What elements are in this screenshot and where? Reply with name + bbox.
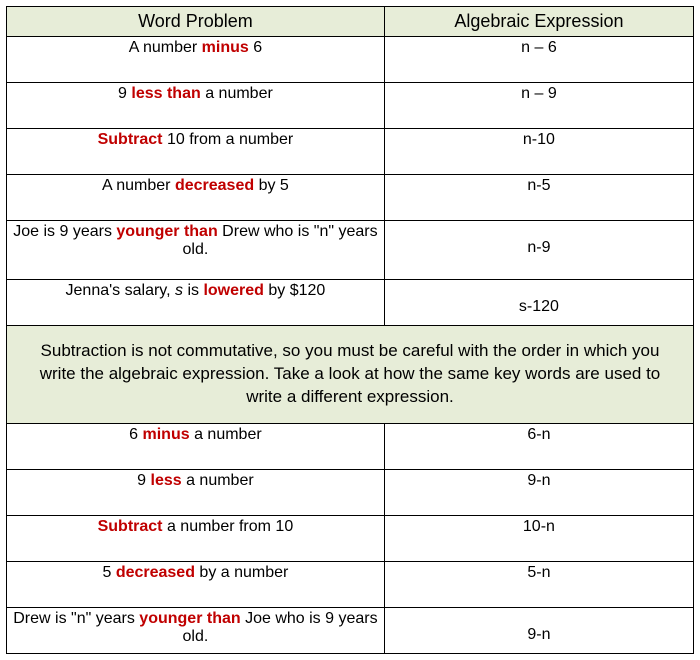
expression-cell: n – 9: [384, 83, 693, 129]
table-row: 9 less than a number n – 9: [7, 83, 694, 129]
table-row: Subtract 10 from a number n-10: [7, 129, 694, 175]
problem-cell: Subtract a number from 10: [7, 515, 385, 561]
expression-cell: 9-n: [384, 469, 693, 515]
table-row: Subtract a number from 10 10-n: [7, 515, 694, 561]
keyword: Subtract: [98, 518, 163, 535]
table-row: 5 decreased by a number 5-n: [7, 561, 694, 607]
problem-cell: Drew is "n" years younger than Joe who i…: [7, 607, 385, 653]
expression-cell: n-5: [384, 175, 693, 221]
expression-cell: n – 6: [384, 37, 693, 83]
header-word-problem: Word Problem: [7, 7, 385, 37]
problem-cell: 5 decreased by a number: [7, 561, 385, 607]
problem-cell: Jenna's salary, s is lowered by $120: [7, 280, 385, 326]
table-row: 9 less a number 9-n: [7, 469, 694, 515]
keyword: Subtract: [98, 131, 163, 148]
table-row: A number decreased by 5 n-5: [7, 175, 694, 221]
keyword: younger than: [139, 610, 240, 627]
problem-cell: A number decreased by 5: [7, 175, 385, 221]
table-row: Jenna's salary, s is lowered by $120 s-1…: [7, 280, 694, 326]
table-row: Drew is "n" years younger than Joe who i…: [7, 607, 694, 653]
expression-cell: n-10: [384, 129, 693, 175]
expression-cell: s-120: [384, 280, 693, 326]
keyword: lowered: [203, 282, 263, 299]
algebra-table: Word Problem Algebraic Expression A numb…: [6, 6, 694, 654]
expression-cell: 9-n: [384, 607, 693, 653]
header-row: Word Problem Algebraic Expression: [7, 7, 694, 37]
problem-cell: 9 less than a number: [7, 83, 385, 129]
keyword: younger than: [116, 223, 217, 240]
problem-cell: A number minus 6: [7, 37, 385, 83]
expression-cell: 5-n: [384, 561, 693, 607]
expression-cell: 6-n: [384, 423, 693, 469]
table-row: 6 minus a number 6-n: [7, 423, 694, 469]
expression-cell: n-9: [384, 221, 693, 280]
header-expression: Algebraic Expression: [384, 7, 693, 37]
problem-cell: 6 minus a number: [7, 423, 385, 469]
expression-cell: 10-n: [384, 515, 693, 561]
note-cell: Subtraction is not commutative, so you m…: [7, 326, 694, 424]
note-row: Subtraction is not commutative, so you m…: [7, 326, 694, 424]
keyword: less than: [131, 85, 200, 102]
keyword: less: [151, 472, 182, 489]
problem-cell: Subtract 10 from a number: [7, 129, 385, 175]
keyword: decreased: [175, 177, 254, 194]
problem-cell: 9 less a number: [7, 469, 385, 515]
table-row: Joe is 9 years younger than Drew who is …: [7, 221, 694, 280]
problem-cell: Joe is 9 years younger than Drew who is …: [7, 221, 385, 280]
keyword: minus: [143, 426, 190, 443]
table-row: A number minus 6 n – 6: [7, 37, 694, 83]
keyword: decreased: [116, 564, 195, 581]
keyword: minus: [202, 39, 249, 56]
